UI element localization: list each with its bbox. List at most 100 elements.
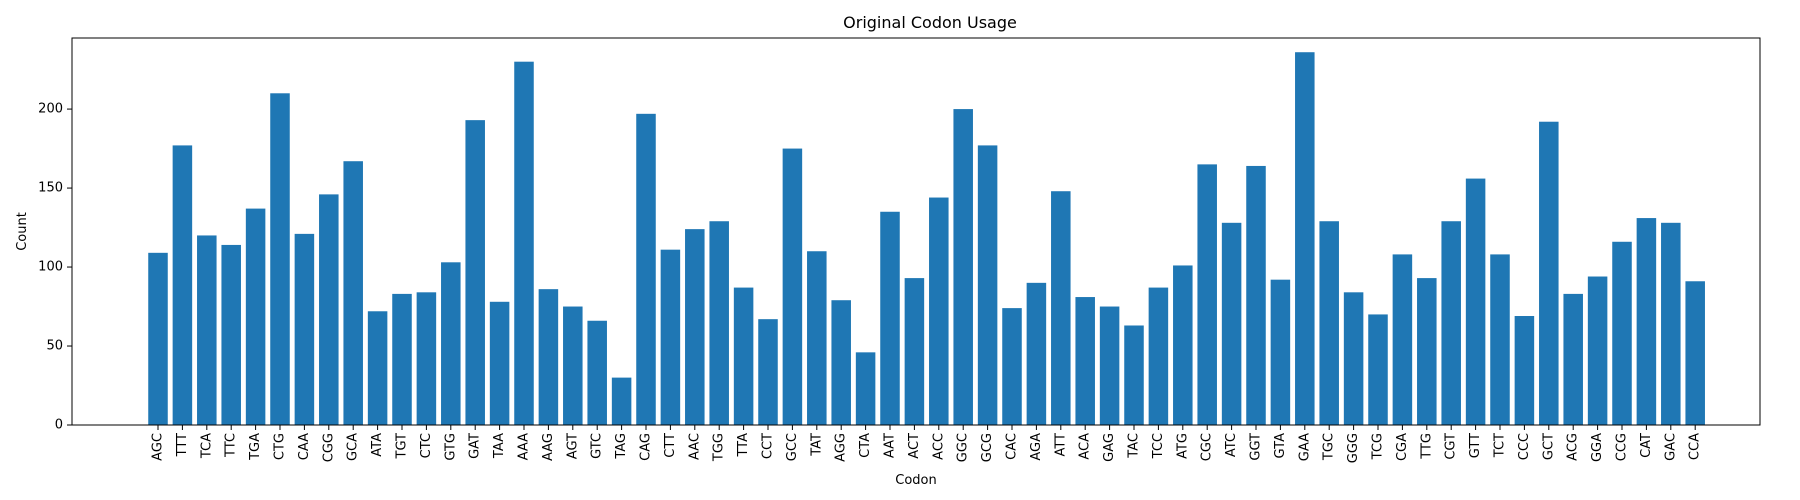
x-tick-label: TGT bbox=[395, 433, 410, 460]
bar-tat bbox=[807, 251, 827, 425]
bar-gtt bbox=[1465, 178, 1486, 425]
bar-cac bbox=[1002, 308, 1022, 425]
bar-caa bbox=[294, 233, 315, 425]
bar-cgt bbox=[1441, 221, 1461, 425]
x-tick-label: CAG bbox=[639, 433, 654, 461]
bar-ccc bbox=[1514, 316, 1535, 425]
x-tick-label: ACG bbox=[1566, 433, 1581, 461]
bar-tag bbox=[611, 377, 632, 425]
x-tick-label: ACA bbox=[1078, 433, 1093, 460]
x-tick-label: ACC bbox=[931, 433, 946, 460]
bar-ggt bbox=[1246, 165, 1266, 425]
bar-acc bbox=[929, 197, 949, 425]
x-tick-label: CTG bbox=[273, 433, 288, 460]
bar-gat bbox=[465, 120, 485, 425]
bar-aat bbox=[880, 211, 900, 425]
bar-agt bbox=[563, 306, 583, 425]
x-tick-label: ACT bbox=[907, 433, 922, 459]
y-axis-ticks: 0 50 100 150 200 bbox=[38, 102, 72, 433]
bar-aag bbox=[538, 289, 559, 425]
x-tick-label: GTT bbox=[1468, 433, 1483, 458]
x-tick-label: GGG bbox=[1346, 433, 1361, 463]
x-tick-label: AAA bbox=[517, 433, 532, 461]
y-axis-label: Count bbox=[15, 212, 30, 251]
x-tick-label: CAC bbox=[1005, 433, 1020, 460]
bar-cca bbox=[1685, 281, 1705, 425]
bar-atg bbox=[1173, 265, 1193, 425]
x-tick-label: GAA bbox=[1297, 433, 1312, 461]
bar-agc bbox=[148, 252, 168, 425]
bars-group bbox=[148, 52, 1705, 425]
bar-cgg bbox=[319, 194, 339, 425]
bar-cct bbox=[758, 319, 778, 425]
bar-tgt bbox=[392, 293, 412, 425]
x-tick-label: CGC bbox=[1200, 433, 1215, 461]
bar-gca bbox=[343, 161, 363, 425]
y-tick-label: 200 bbox=[38, 102, 63, 117]
bar-gac bbox=[1661, 222, 1681, 425]
x-tick-label: TAC bbox=[1127, 433, 1142, 459]
bar-cga bbox=[1392, 254, 1413, 425]
bar-ctt bbox=[660, 249, 681, 425]
x-tick-label: GAC bbox=[1663, 433, 1678, 461]
bar-aga bbox=[1026, 282, 1047, 425]
bar-aca bbox=[1075, 297, 1095, 425]
x-tick-label: TCT bbox=[1493, 433, 1508, 458]
x-tick-label: AAG bbox=[541, 433, 556, 461]
x-tick-label: AGT bbox=[565, 433, 580, 459]
bar-ttt bbox=[172, 145, 193, 425]
y-tick-label: 100 bbox=[38, 260, 63, 275]
x-tick-label: CCT bbox=[761, 433, 776, 459]
bar-acg bbox=[1563, 293, 1583, 425]
x-tick-label: TTG bbox=[1419, 433, 1434, 460]
x-tick-label: GCG bbox=[980, 433, 995, 462]
x-tick-label: TAT bbox=[809, 433, 824, 457]
x-tick-label: CGA bbox=[1395, 433, 1410, 461]
x-tick-label: TTT bbox=[175, 433, 190, 457]
y-tick-label: 50 bbox=[46, 339, 63, 354]
bar-tgc bbox=[1319, 221, 1339, 425]
bar-gga bbox=[1587, 276, 1608, 425]
x-tick-label: AGG bbox=[834, 433, 849, 462]
bar-aac bbox=[685, 229, 705, 425]
x-tick-label: AGC bbox=[151, 433, 166, 461]
x-tick-label: ATT bbox=[1053, 433, 1068, 457]
x-axis-ticks: AGC TTT TCA TTC TGA CTG CAA CGG GCA ATA TGT CTC GTG G… bbox=[151, 425, 1703, 463]
x-tick-label: CCC bbox=[1517, 433, 1532, 460]
x-tick-label: AAT bbox=[883, 433, 898, 458]
bar-gct bbox=[1539, 121, 1559, 425]
bar-ctc bbox=[416, 292, 437, 425]
bar-tct bbox=[1490, 254, 1510, 425]
x-tick-label: CCG bbox=[1615, 433, 1630, 461]
x-axis-label: Codon bbox=[895, 473, 936, 488]
bar-tca bbox=[197, 235, 217, 425]
x-tick-label: GGC bbox=[956, 433, 971, 462]
x-tick-label: GGT bbox=[1249, 433, 1264, 461]
bar-gtg bbox=[441, 262, 461, 425]
x-tick-label: GTA bbox=[1273, 433, 1288, 459]
x-tick-label: CTA bbox=[858, 433, 873, 458]
bar-cta bbox=[855, 352, 876, 425]
bar-gaa bbox=[1295, 52, 1315, 425]
x-tick-label: GCA bbox=[346, 433, 361, 461]
x-tick-label: TCA bbox=[199, 433, 214, 459]
x-tick-label: GCT bbox=[1541, 433, 1556, 460]
bar-tcc bbox=[1148, 287, 1169, 425]
x-tick-label: TGG bbox=[712, 433, 727, 462]
bar-act bbox=[904, 278, 925, 425]
bar-ttg bbox=[1417, 278, 1437, 425]
bar-tgg bbox=[709, 221, 729, 425]
x-tick-label: TAA bbox=[492, 433, 507, 459]
x-tick-label: CCA bbox=[1688, 433, 1703, 460]
bar-ggg bbox=[1343, 292, 1364, 425]
bar-tga bbox=[245, 208, 266, 425]
bar-tcg bbox=[1368, 314, 1388, 425]
bar-taa bbox=[489, 301, 510, 425]
bar-cag bbox=[636, 113, 656, 425]
x-tick-label: GTC bbox=[590, 433, 605, 459]
plot-frame bbox=[71, 37, 1761, 426]
x-tick-label: GTG bbox=[443, 433, 458, 461]
y-tick-label: 0 bbox=[55, 418, 63, 433]
x-tick-label: GAG bbox=[1102, 433, 1117, 462]
